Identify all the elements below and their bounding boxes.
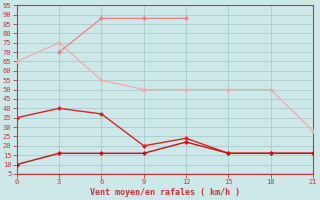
X-axis label: Vent moyen/en rafales ( km/h ): Vent moyen/en rafales ( km/h ) (90, 188, 240, 197)
